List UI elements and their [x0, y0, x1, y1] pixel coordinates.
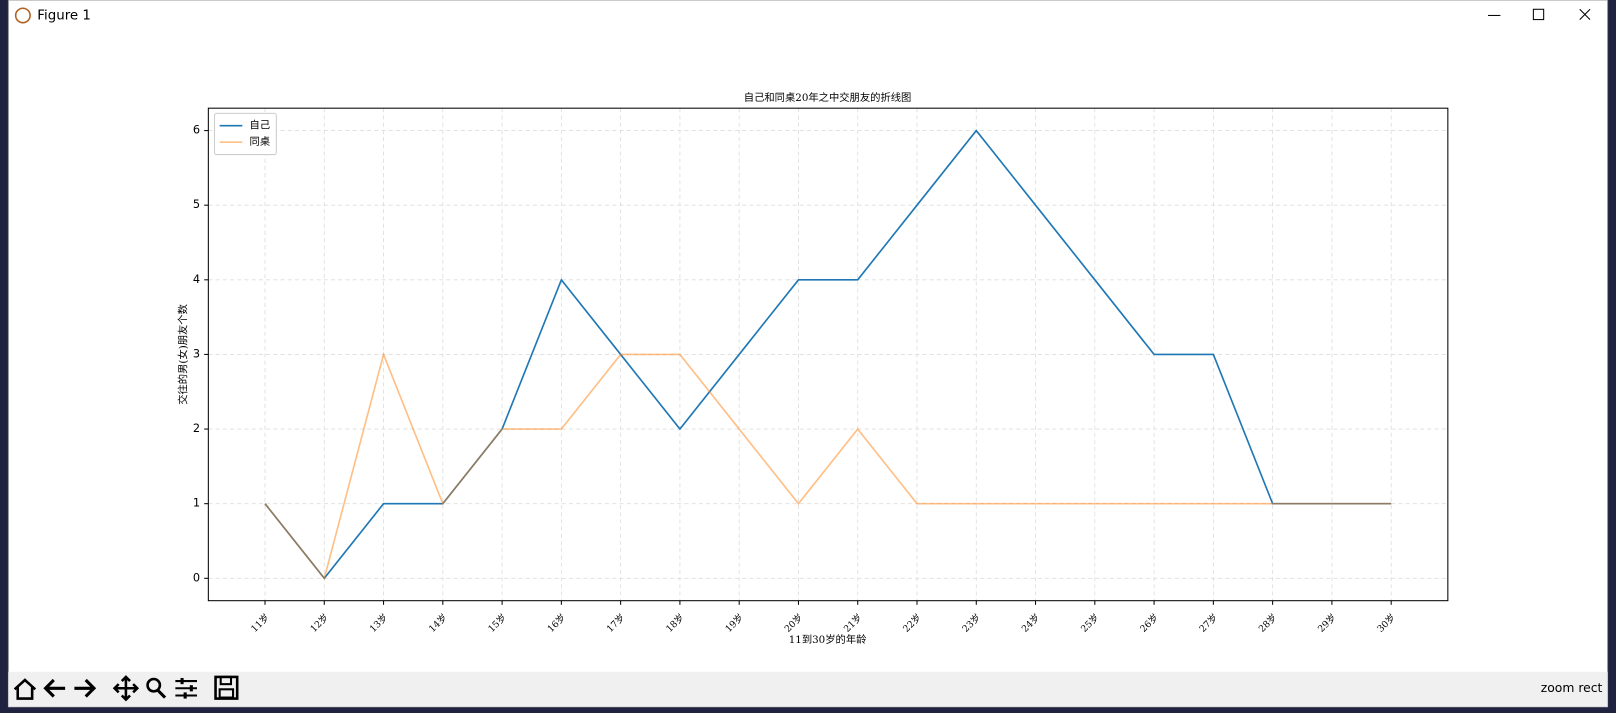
close-button[interactable] — [1579, 8, 1591, 20]
y-tick-label: 2 — [193, 421, 200, 435]
maximize-button[interactable] — [1532, 8, 1545, 21]
window-title: Figure 1 — [37, 8, 91, 23]
y-tick-label: 0 — [193, 570, 200, 584]
home-button[interactable] — [13, 678, 37, 700]
y-tick-label: 1 — [193, 496, 200, 510]
save-button[interactable] — [214, 675, 239, 700]
status-text: zoom rect — [1541, 681, 1603, 695]
y-axis-label: 交往的男(女)朋友个数 — [177, 304, 190, 405]
y-tick-label: 5 — [193, 197, 200, 211]
forward-button[interactable] — [74, 678, 97, 698]
x-axis-label: 11到30岁的年龄 — [789, 633, 867, 646]
back-button[interactable] — [43, 678, 66, 698]
zoom-button[interactable] — [146, 677, 167, 699]
series-line — [264, 351, 1392, 581]
y-tick-label: 3 — [193, 346, 200, 360]
legend-box — [214, 112, 277, 156]
toolbar — [8, 671, 1608, 707]
configure-button[interactable] — [175, 677, 198, 699]
plot-frame — [207, 107, 1449, 602]
app-icon — [14, 7, 31, 24]
pan-button[interactable] — [112, 675, 140, 702]
chart-title: 自己和同桌20年之中交朋友的折线图 — [744, 91, 912, 104]
legend-label: 同桌 — [250, 135, 271, 148]
legend-label: 自己 — [250, 119, 271, 132]
y-tick-label: 4 — [193, 272, 200, 286]
y-tick-label: 6 — [193, 123, 200, 137]
